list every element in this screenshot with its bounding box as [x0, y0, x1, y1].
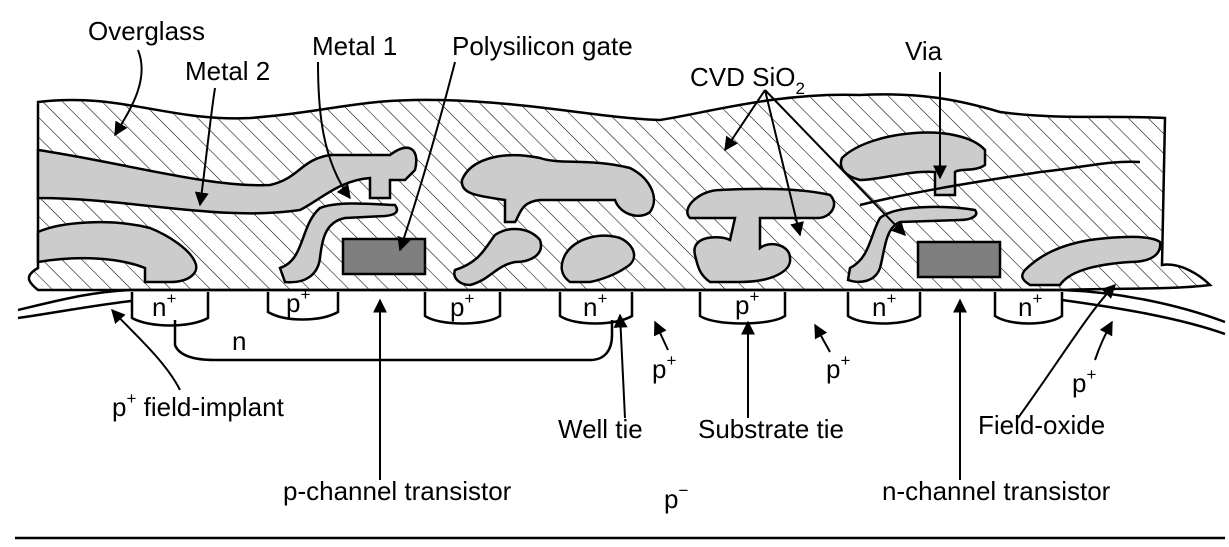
label-metal-2: Metal 2 — [185, 56, 270, 86]
label-n-channel-transistor: n-channel transistor — [882, 476, 1111, 506]
label-p-plus-3: p+ — [735, 287, 759, 320]
metal-1-nmos-source — [846, 205, 978, 284]
leader-lines — [111, 49, 1116, 480]
label-p-plus-1-base: p — [286, 288, 300, 318]
label-p-plus-1: p+ — [286, 285, 310, 318]
label-n-plus-3-base: n — [872, 292, 886, 322]
metal-1-substrate-tie — [686, 187, 836, 284]
label-n-plus-1-base: n — [152, 292, 166, 322]
label-field-oxide: Field-oxide — [978, 410, 1105, 440]
leader-cvd-1 — [724, 89, 766, 152]
leader-cvd-3 — [764, 89, 906, 237]
label-n-plus-2-base: n — [583, 292, 597, 322]
diff-p-plus-1 — [266, 292, 340, 321]
leader-poly — [397, 61, 456, 252]
label-n-plus-3-sup: + — [886, 289, 896, 308]
metal-1-pmos-source — [278, 202, 399, 284]
leader-metal1 — [317, 61, 351, 200]
leader-well-tie — [613, 313, 628, 419]
label-p-minus-sup: − — [678, 481, 688, 500]
metal-2-right — [839, 131, 987, 197]
label-p-plus-c-sup: + — [1086, 365, 1096, 384]
label-p-minus: p− — [664, 481, 688, 514]
label-n-plus-1-sup: + — [166, 289, 176, 308]
n-well — [173, 320, 614, 362]
label-p-plus-c: p+ — [1072, 365, 1096, 398]
label-p-plus-3-base: p — [735, 290, 749, 320]
label-n-plus-4-sup: + — [1032, 289, 1042, 308]
label-p-plus-a-sup: + — [666, 351, 676, 370]
diff-p-plus-2 — [423, 292, 502, 325]
label-n-plus-4: n+ — [1018, 289, 1042, 322]
metal-1-nmos-drain — [1021, 235, 1162, 287]
metal-1-pmos-drain — [453, 227, 543, 287]
label-overglass: Overglass — [88, 16, 205, 46]
label-via: Via — [905, 36, 943, 66]
label-p-plus-2-sup: + — [464, 289, 474, 308]
label-p-plus-c-base: p — [1072, 368, 1086, 398]
leader-overglass — [114, 49, 143, 137]
label-p-plus-2: p+ — [450, 289, 474, 322]
poly-gate-pmos — [341, 237, 427, 276]
metal-2-layer — [36, 146, 418, 215]
leader-p-plus-a — [653, 320, 669, 351]
label-p-plus-a: p+ — [652, 351, 676, 384]
label-polysilicon-gate: Polysilicon gate — [452, 31, 633, 61]
leader-p-plus-c — [1094, 320, 1113, 361]
leader-field-implant — [111, 308, 181, 391]
label-cvd-sio2-main: CVD SiO — [690, 62, 795, 92]
substrate-surface — [17, 288, 1226, 324]
label-n-well: n — [232, 326, 246, 356]
label-p-plus-b-sup: + — [840, 351, 850, 370]
metal-1-left — [36, 221, 198, 284]
label-metal-1: Metal 1 — [312, 31, 397, 61]
label-n-plus-4-base: n — [1018, 292, 1032, 322]
label-cvd-sio2-sub: 2 — [795, 79, 804, 98]
label-p-plus-1-sup: + — [300, 285, 310, 304]
leader-metal2 — [194, 87, 216, 207]
label-n-plus-1: n+ — [152, 289, 176, 322]
diff-n-plus-1 — [130, 292, 210, 327]
label-n-plus-3: n+ — [872, 289, 896, 322]
label-p-field-implant-base: p — [112, 392, 126, 422]
label-p-field-implant: p+ field-implant — [112, 389, 285, 422]
label-n-plus-2: n+ — [583, 289, 607, 322]
label-p-plus-b-base: p — [826, 354, 840, 384]
diff-n-plus-3 — [846, 292, 922, 325]
diffusions — [130, 292, 1064, 327]
label-n-plus-2-sup: + — [597, 289, 607, 308]
label-cvd-sio2: CVD SiO2 — [690, 62, 805, 98]
leader-field-oxide — [1017, 284, 1116, 419]
field-implant-line — [17, 298, 1226, 336]
label-well-tie: Well tie — [558, 414, 643, 444]
label-p-channel-transistor: p-channel transistor — [283, 476, 512, 506]
label-p-plus-2-base: p — [450, 292, 464, 322]
metal-2-right-upper — [859, 160, 1141, 207]
metal-1-well-tie — [560, 234, 636, 284]
label-p-plus-3-sup: + — [749, 287, 759, 306]
label-p-plus-b: p+ — [826, 351, 850, 384]
label-p-minus-base: p — [664, 484, 678, 514]
label-p-plus-a-base: p — [652, 354, 666, 384]
leader-p-plus-b — [814, 323, 831, 353]
label-p-field-implant-sup: + — [126, 389, 136, 408]
diff-n-plus-4 — [993, 292, 1064, 325]
leader-cvd-2 — [764, 89, 804, 237]
metal-2-middle — [460, 154, 656, 224]
label-substrate-tie: Substrate tie — [698, 414, 844, 444]
poly-gate-nmos — [916, 240, 1002, 279]
label-p-field-implant-rest: field-implant — [136, 392, 284, 422]
